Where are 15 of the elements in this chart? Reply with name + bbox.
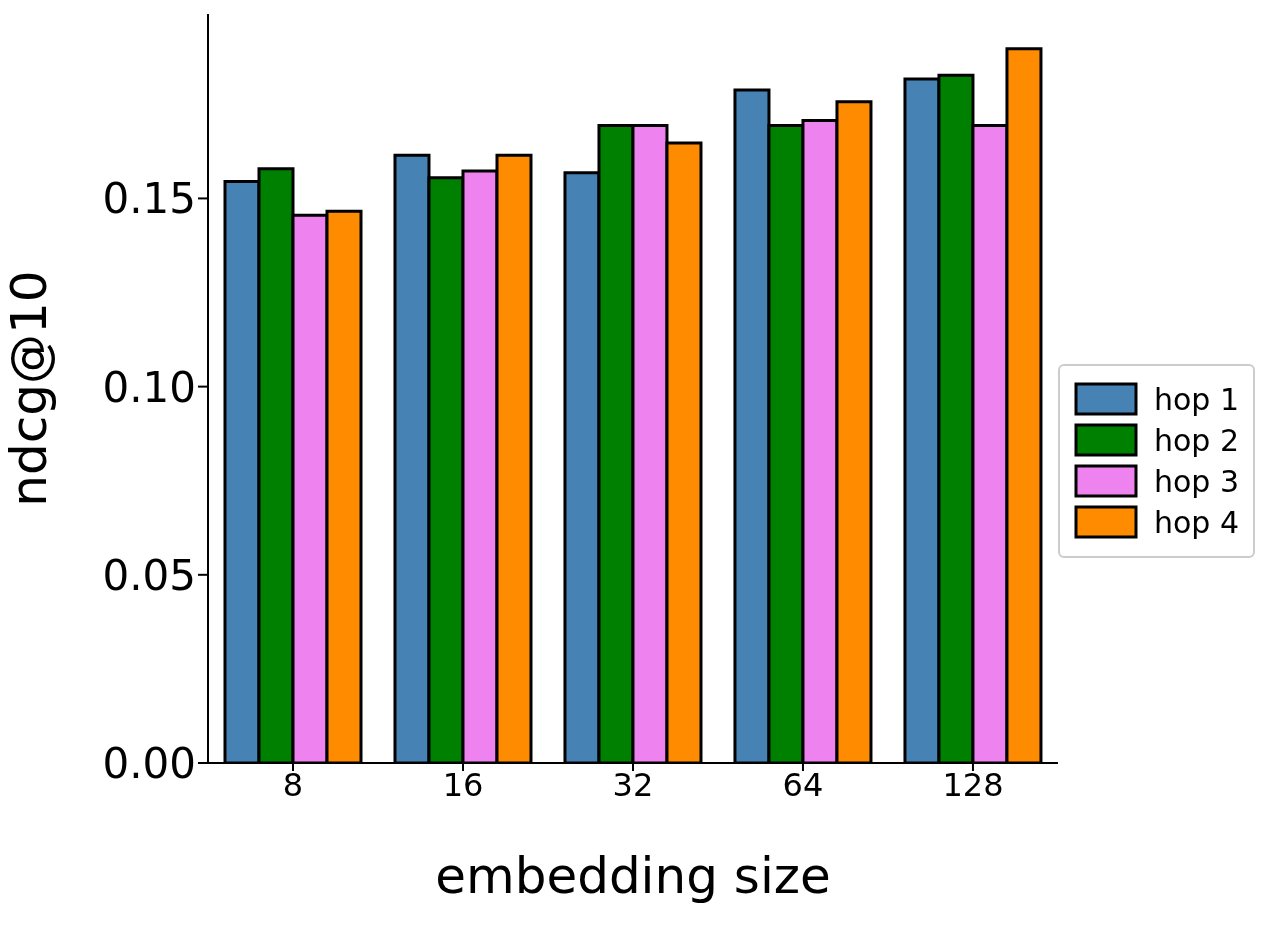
legend-label: hop 4 (1153, 504, 1239, 540)
legend-label: hop 3 (1153, 463, 1239, 499)
y-tick-label: 0.00 (102, 738, 196, 788)
x-tick-label: 16 (442, 765, 484, 804)
x-tick-label: 64 (782, 765, 824, 804)
legend-label: hop 1 (1153, 381, 1239, 417)
legend-label: hop 2 (1153, 422, 1239, 458)
y-tick-label: 0.05 (102, 550, 196, 600)
x-axis-title: embedding size (435, 847, 831, 905)
x-tick-label: 32 (612, 765, 654, 804)
y-tick-label: 0.15 (102, 174, 196, 224)
y-tick-label: 0.10 (102, 362, 196, 412)
y-axis-title: ndcg@10 (0, 270, 58, 507)
x-tick-label: 8 (282, 765, 304, 804)
x-tick-label: 128 (942, 765, 1004, 804)
